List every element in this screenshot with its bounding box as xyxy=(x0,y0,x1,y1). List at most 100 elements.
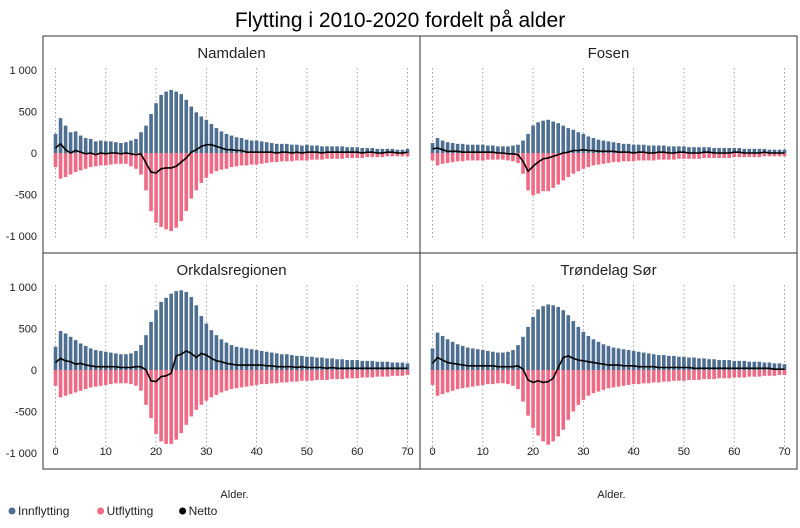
bar-utflytting xyxy=(772,370,777,376)
bar-innflytting xyxy=(315,357,319,370)
bar-utflytting xyxy=(340,370,344,380)
bar-innflytting xyxy=(114,353,118,370)
bar-innflytting xyxy=(486,350,490,370)
bar-utflytting xyxy=(209,370,214,398)
bar-utflytting xyxy=(541,370,545,442)
bar-innflytting xyxy=(53,133,58,153)
bar-innflytting xyxy=(93,350,98,370)
bar-utflytting xyxy=(83,153,88,169)
bar-utflytting xyxy=(496,153,500,160)
bar-innflytting xyxy=(546,304,550,370)
bar-innflytting xyxy=(460,143,465,153)
bar-utflytting xyxy=(295,370,299,382)
bar-utflytting xyxy=(405,153,410,157)
bar-innflytting xyxy=(139,345,143,370)
bar-utflytting xyxy=(58,153,63,179)
bar-utflytting xyxy=(365,370,370,378)
bar-utflytting xyxy=(486,153,490,160)
bar-utflytting xyxy=(199,370,204,405)
bar-innflytting xyxy=(571,321,576,370)
bar-utflytting xyxy=(571,153,576,174)
bar-innflytting xyxy=(667,355,671,370)
bar-utflytting xyxy=(752,153,757,158)
bar-utflytting xyxy=(234,153,239,167)
x-tick-label: 50 xyxy=(678,446,690,458)
bar-innflytting xyxy=(430,348,435,370)
bar-utflytting xyxy=(757,370,762,377)
bar-innflytting xyxy=(536,122,540,153)
bar-innflytting xyxy=(531,316,535,370)
bar-utflytting xyxy=(445,370,450,393)
bar-innflytting xyxy=(661,355,666,370)
bar-innflytting xyxy=(541,120,545,153)
bar-innflytting xyxy=(697,147,701,153)
bar-innflytting xyxy=(129,353,133,370)
bar-innflytting xyxy=(224,133,229,153)
bar-innflytting xyxy=(581,331,586,370)
bar-innflytting xyxy=(375,148,380,153)
bar-utflytting xyxy=(661,153,666,160)
bar-utflytting xyxy=(541,153,545,192)
bar-innflytting xyxy=(712,359,716,370)
bar-innflytting xyxy=(63,333,68,370)
bar-utflytting xyxy=(757,153,762,158)
bar-utflytting xyxy=(274,370,279,384)
bar-utflytting xyxy=(355,370,360,379)
bar-utflytting xyxy=(586,370,591,396)
bar-utflytting xyxy=(646,153,651,161)
bar-innflytting xyxy=(199,316,204,370)
bar-innflytting xyxy=(747,361,752,370)
bar-innflytting xyxy=(672,355,676,370)
x-tick-label: 10 xyxy=(477,446,489,458)
bar-innflytting xyxy=(460,345,465,370)
bar-innflytting xyxy=(556,123,561,153)
bar-utflytting xyxy=(641,153,646,161)
bar-utflytting xyxy=(204,370,209,401)
bar-utflytting xyxy=(224,153,229,169)
legend-marker xyxy=(8,507,16,515)
bar-innflytting xyxy=(194,305,199,370)
panel-0: Namdalen 1 000 500 0 -500 -1 000 xyxy=(6,45,410,243)
bar-utflytting xyxy=(310,370,314,381)
bar-innflytting xyxy=(636,144,641,153)
bar-utflytting xyxy=(224,370,229,391)
bar-innflytting xyxy=(621,143,626,153)
x-tick-label: 70 xyxy=(401,446,413,458)
bar-innflytting xyxy=(400,362,405,370)
bar-innflytting xyxy=(631,144,636,153)
x-axis-label: Alder. xyxy=(597,489,625,501)
bar-utflytting xyxy=(707,370,711,380)
y-tick-label: 500 xyxy=(19,324,37,336)
bar-utflytting xyxy=(264,153,269,163)
bar-utflytting xyxy=(103,370,108,385)
bar-innflytting xyxy=(119,354,123,370)
bar-utflytting xyxy=(305,370,309,381)
bar-utflytting xyxy=(320,370,324,380)
bar-utflytting xyxy=(692,370,696,380)
bar-utflytting xyxy=(455,370,460,390)
bar-innflytting xyxy=(777,149,782,153)
bar-innflytting xyxy=(290,144,294,153)
bar-innflytting xyxy=(360,148,365,153)
bar-utflytting xyxy=(199,153,204,183)
y-tick-label: -500 xyxy=(15,407,37,419)
bar-utflytting xyxy=(732,153,737,158)
bar-innflytting xyxy=(53,346,58,370)
bar-utflytting xyxy=(702,370,706,380)
bar-utflytting xyxy=(305,153,309,161)
bar-utflytting xyxy=(53,370,58,386)
bar-innflytting xyxy=(330,146,334,153)
bar-utflytting xyxy=(667,370,671,382)
bar-innflytting xyxy=(782,149,787,153)
bar-innflytting xyxy=(249,349,254,370)
bar-innflytting xyxy=(269,352,274,370)
bar-utflytting xyxy=(672,370,676,381)
bar-innflytting xyxy=(204,119,209,153)
bar-utflytting xyxy=(335,153,339,159)
bar-utflytting xyxy=(244,370,249,387)
bar-utflytting xyxy=(576,370,581,405)
y-tick-label: 1 000 xyxy=(9,65,37,77)
bar-utflytting xyxy=(375,153,380,158)
bar-utflytting xyxy=(254,370,259,385)
